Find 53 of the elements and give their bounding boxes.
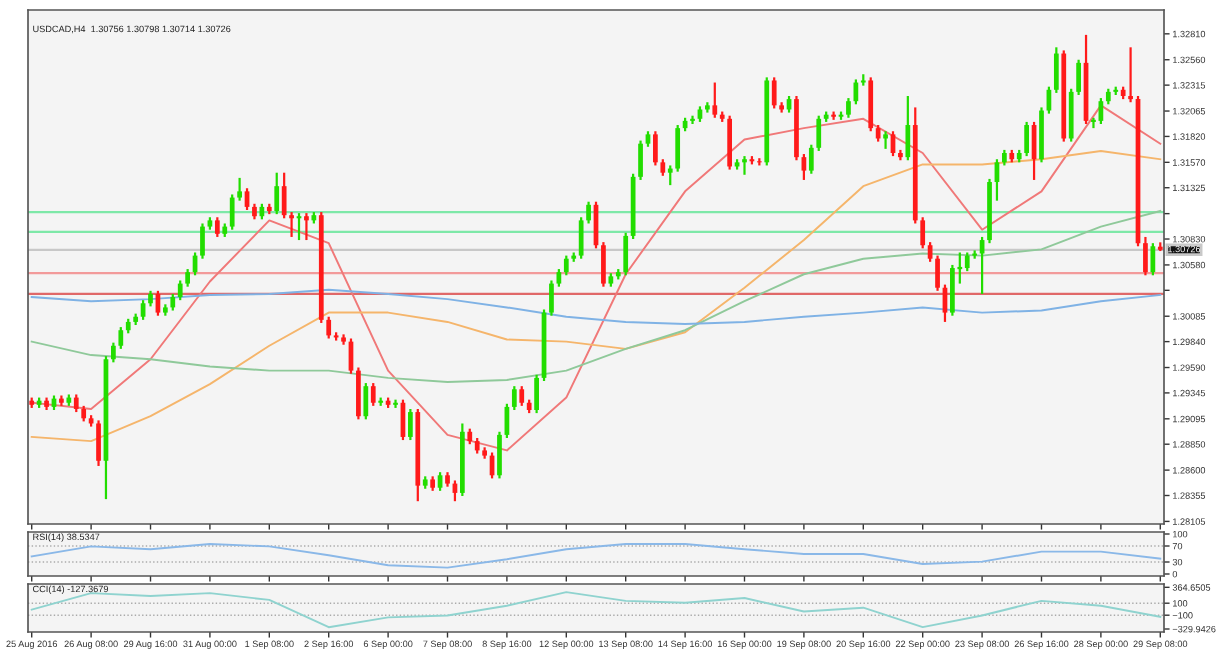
candlestick bbox=[623, 231, 629, 277]
line-series bbox=[30, 149, 1162, 443]
candlestick bbox=[1024, 120, 1030, 158]
candlestick bbox=[1143, 235, 1148, 277]
candlestick bbox=[370, 381, 376, 407]
candlestick bbox=[1068, 87, 1074, 143]
candlestick bbox=[393, 398, 398, 410]
candlestick bbox=[511, 385, 517, 412]
candlestick bbox=[563, 254, 569, 277]
candlestick bbox=[363, 381, 369, 421]
candlestick bbox=[1053, 46, 1059, 95]
candlestick bbox=[653, 130, 658, 167]
candlestick bbox=[883, 130, 888, 150]
candlestick bbox=[920, 216, 926, 250]
candlestick bbox=[200, 222, 205, 260]
candlestick bbox=[667, 164, 673, 187]
candlestick bbox=[118, 325, 124, 350]
candlestick bbox=[519, 385, 525, 407]
candlestick bbox=[274, 171, 280, 216]
candlestick bbox=[964, 251, 970, 273]
candlestick bbox=[831, 110, 836, 121]
line-series bbox=[30, 104, 1162, 452]
candlestick bbox=[712, 81, 718, 119]
candlestick bbox=[816, 114, 822, 153]
candlestick bbox=[534, 373, 539, 415]
line-series bbox=[30, 288, 1162, 325]
candlestick bbox=[111, 341, 116, 364]
candlestick bbox=[905, 94, 911, 162]
candlestick bbox=[304, 212, 309, 242]
candlestick bbox=[675, 123, 681, 173]
candlestick bbox=[326, 315, 332, 340]
candlestick bbox=[742, 155, 747, 176]
candlestick bbox=[771, 76, 777, 110]
candlestick bbox=[808, 143, 814, 175]
candlestick bbox=[727, 114, 733, 171]
candlestick bbox=[177, 279, 183, 302]
candlestick bbox=[690, 114, 695, 126]
candlestick bbox=[96, 419, 101, 468]
candlestick bbox=[356, 366, 361, 421]
candlestick bbox=[549, 279, 554, 317]
candlestick bbox=[1076, 58, 1081, 97]
candlestick bbox=[1150, 242, 1156, 277]
candlestick bbox=[601, 241, 606, 288]
candlestick bbox=[497, 430, 502, 480]
candlestick bbox=[408, 407, 413, 442]
candlestick bbox=[950, 263, 955, 317]
candlestick bbox=[935, 254, 940, 292]
line-series bbox=[30, 543, 1162, 569]
line-series bbox=[30, 210, 1162, 383]
candlestick bbox=[214, 216, 220, 239]
line-series bbox=[30, 591, 1162, 629]
candlestick bbox=[868, 76, 874, 133]
candlestick bbox=[1128, 46, 1133, 104]
